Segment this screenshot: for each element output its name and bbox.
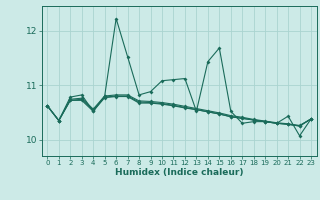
X-axis label: Humidex (Indice chaleur): Humidex (Indice chaleur) (115, 168, 244, 177)
